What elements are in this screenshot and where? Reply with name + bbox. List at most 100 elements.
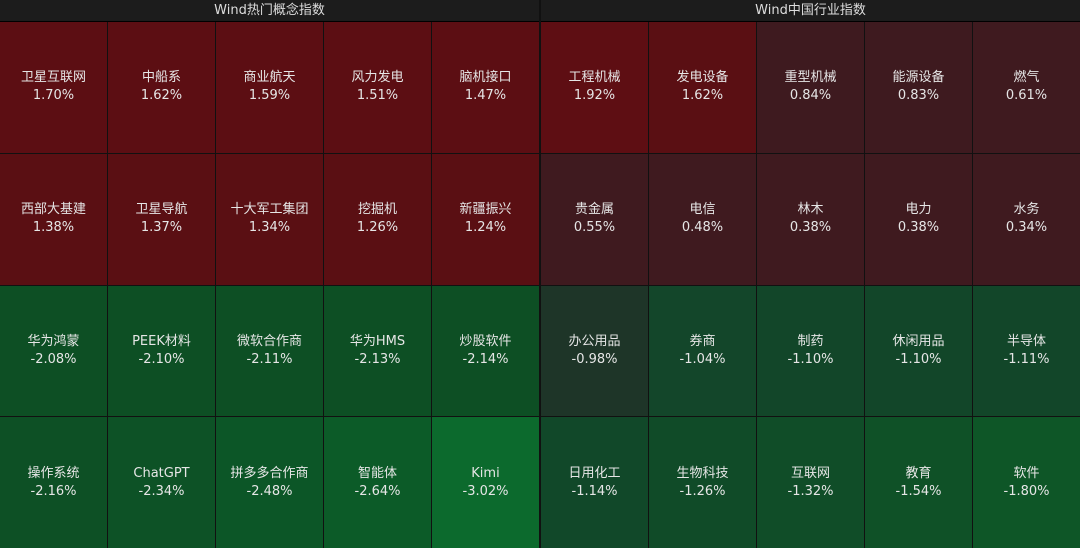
cell-name: 重型机械 <box>784 70 837 86</box>
panel: Wind中国行业指数工程机械 1.92% 发电设备 1.62% 重型机械 0.84% 能源设… <box>541 0 1080 548</box>
panel-title: Wind中国行业指数 <box>541 0 1080 22</box>
heatmap-cell: 电信 0.48% <box>649 153 756 285</box>
cell-value: 0.38% <box>789 220 832 236</box>
heatmap-grid: 工程机械 1.92% 发电设备 1.62% 重型机械 0.84% 能源设备 0.83% 燃气 0.… <box>541 22 1080 548</box>
cell-value: 0.84% <box>789 88 832 104</box>
heatmap-cell: 华为HMS -2.13% <box>324 285 431 417</box>
heatmap-cell: 软件 -1.80% <box>973 417 1080 548</box>
cell-name: 日用化工 <box>568 465 621 481</box>
cell-name: 券商 <box>689 333 716 349</box>
cell-name: 工程机械 <box>568 70 621 86</box>
cell-name: 微软合作商 <box>236 333 302 349</box>
cell-name: 西部大基建 <box>20 202 86 218</box>
heatmap-cell: 拼多多合作商 -2.48% <box>216 417 323 548</box>
cell-name: 华为HMS <box>349 333 406 349</box>
cell-value: 0.61% <box>1005 88 1048 104</box>
cell-name: 教育 <box>905 465 932 481</box>
cell-value: -1.14% <box>571 483 618 499</box>
cell-value: 0.38% <box>897 220 940 236</box>
cell-name: ChatGPT <box>133 465 190 481</box>
cell-name: 燃气 <box>1013 70 1040 86</box>
heatmap-grid: 卫星互联网 1.70% 中船系 1.62% 商业航天 1.59% 风力发电 1.51% 脑机接口… <box>0 22 539 548</box>
cell-value: -2.64% <box>354 483 401 499</box>
cell-value: 0.83% <box>897 88 940 104</box>
heatmap-cell: 生物科技 -1.26% <box>649 417 756 548</box>
cell-value: 1.37% <box>140 220 183 236</box>
heatmap-cell: 操作系统 -2.16% <box>0 417 107 548</box>
cell-name: 拼多多合作商 <box>230 465 309 481</box>
cell-name: 新疆振兴 <box>459 202 512 218</box>
cell-name: Kimi <box>471 465 500 481</box>
cell-value: 1.24% <box>464 220 507 236</box>
heatmap-cell: 券商 -1.04% <box>649 285 756 417</box>
cell-value: 1.38% <box>32 220 75 236</box>
heatmap-cell: 卫星互联网 1.70% <box>0 22 107 153</box>
cell-name: 华为鸿蒙 <box>27 333 80 349</box>
cell-name: 贵金属 <box>574 202 614 218</box>
cell-name: 软件 <box>1013 465 1040 481</box>
cell-name: 生物科技 <box>676 465 729 481</box>
heatmap-cell: 林木 0.38% <box>757 153 864 285</box>
cell-name: 商业航天 <box>243 70 296 86</box>
cell-value: -2.14% <box>462 351 509 367</box>
cell-name: PEEK材料 <box>132 333 191 349</box>
cell-name: 休闲用品 <box>892 333 945 349</box>
cell-name: 制药 <box>797 333 824 349</box>
cell-value: 1.34% <box>248 220 291 236</box>
heatmap-cell: 工程机械 1.92% <box>541 22 648 153</box>
cell-value: -1.11% <box>1003 351 1050 367</box>
cell-value: -2.16% <box>30 483 77 499</box>
cell-value: 1.92% <box>573 88 616 104</box>
cell-name: 发电设备 <box>676 70 729 86</box>
cell-name: 卫星互联网 <box>20 70 86 86</box>
cell-name: 互联网 <box>790 465 830 481</box>
heatmap-cell: 贵金属 0.55% <box>541 153 648 285</box>
cell-value: 1.62% <box>140 88 183 104</box>
heatmap-cell: 西部大基建 1.38% <box>0 153 107 285</box>
heatmap-cell: 新疆振兴 1.24% <box>432 153 539 285</box>
cell-name: 能源设备 <box>892 70 945 86</box>
cell-value: 1.62% <box>681 88 724 104</box>
heatmap-cell: 制药 -1.10% <box>757 285 864 417</box>
heatmap-cell: 卫星导航 1.37% <box>108 153 215 285</box>
cell-name: 林木 <box>797 202 824 218</box>
cell-name: 卫星导航 <box>135 202 188 218</box>
heatmap-cell: 互联网 -1.32% <box>757 417 864 548</box>
cell-name: 脑机接口 <box>459 70 512 86</box>
heatmap-cell: 能源设备 0.83% <box>865 22 972 153</box>
heatmap-cell: 十大军工集团 1.34% <box>216 153 323 285</box>
panel: Wind热门概念指数卫星互联网 1.70% 中船系 1.62% 商业航天 1.59% 风力发… <box>0 0 539 548</box>
cell-name: 十大军工集团 <box>230 202 309 218</box>
cell-value: 0.34% <box>1005 220 1048 236</box>
cell-value: 0.55% <box>573 220 616 236</box>
heatmap-cell: 中船系 1.62% <box>108 22 215 153</box>
heatmap-cell: 水务 0.34% <box>973 153 1080 285</box>
cell-value: -1.80% <box>1003 483 1050 499</box>
cell-name: 水务 <box>1013 202 1040 218</box>
heatmap-cell: 休闲用品 -1.10% <box>865 285 972 417</box>
heatmap-cell: 挖掘机 1.26% <box>324 153 431 285</box>
heatmap-cell: 发电设备 1.62% <box>649 22 756 153</box>
cell-value: -3.02% <box>462 483 509 499</box>
cell-name: 中船系 <box>141 70 181 86</box>
cell-value: -2.10% <box>138 351 185 367</box>
heatmap-cell: 半导体 -1.11% <box>973 285 1080 417</box>
cell-name: 智能体 <box>357 465 397 481</box>
cell-value: -2.48% <box>246 483 293 499</box>
panel-title: Wind热门概念指数 <box>0 0 539 22</box>
heatmap-cell: 微软合作商 -2.11% <box>216 285 323 417</box>
cell-value: 1.26% <box>356 220 399 236</box>
cell-name: 半导体 <box>1006 333 1046 349</box>
cell-value: 1.51% <box>356 88 399 104</box>
cell-value: 1.47% <box>464 88 507 104</box>
cell-value: -1.10% <box>895 351 942 367</box>
cell-value: -1.26% <box>679 483 726 499</box>
heatmap-cell: 风力发电 1.51% <box>324 22 431 153</box>
cell-name: 风力发电 <box>351 70 404 86</box>
cell-name: 操作系统 <box>27 465 80 481</box>
cell-value: 1.70% <box>32 88 75 104</box>
cell-value: -2.13% <box>354 351 401 367</box>
cell-name: 办公用品 <box>568 333 621 349</box>
cell-value: 1.59% <box>248 88 291 104</box>
cell-value: -1.54% <box>895 483 942 499</box>
